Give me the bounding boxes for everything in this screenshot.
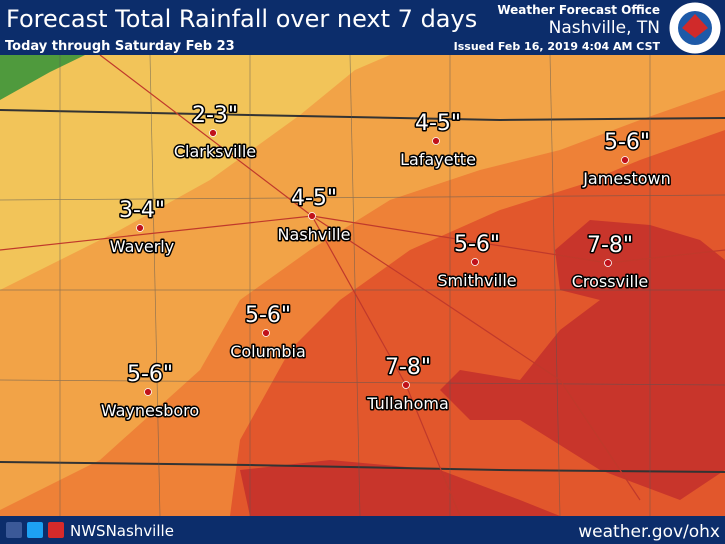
city-dot bbox=[136, 224, 144, 232]
county-line bbox=[0, 379, 725, 386]
rain-amount: 2-3" bbox=[192, 103, 238, 128]
rain-amount: 7-8" bbox=[587, 233, 633, 258]
city-name: Waverly bbox=[110, 237, 174, 256]
city-name: Smithville bbox=[437, 271, 516, 290]
twitter-icon[interactable] bbox=[27, 522, 43, 538]
rain-amount: 7-8" bbox=[385, 355, 431, 380]
social-handle[interactable]: NWSNashville bbox=[70, 522, 174, 540]
rain-amount: 5-6" bbox=[454, 232, 500, 257]
website[interactable]: weather.gov/ohx bbox=[578, 522, 720, 542]
state-border bbox=[0, 109, 725, 122]
city-dot bbox=[432, 137, 440, 145]
rain-amount: 5-6" bbox=[245, 303, 291, 328]
subtitle-bar bbox=[0, 36, 725, 55]
city-dot bbox=[621, 156, 629, 164]
city-name: Nashville bbox=[278, 225, 351, 244]
city-dot bbox=[308, 212, 316, 220]
city-name: Crossville bbox=[572, 272, 649, 291]
location: Nashville, TN bbox=[549, 18, 660, 38]
rain-amount: 3-4" bbox=[119, 198, 165, 223]
nws-logo-bird bbox=[682, 14, 708, 38]
county-line bbox=[549, 54, 561, 517]
county-line bbox=[149, 54, 161, 517]
city-dot bbox=[402, 381, 410, 389]
rain-amount: 5-6" bbox=[127, 362, 173, 387]
office: Weather Forecast Office bbox=[497, 3, 660, 17]
rain-amount: 5-6" bbox=[604, 130, 650, 155]
header-bar bbox=[0, 0, 725, 36]
rain-amount: 4-5" bbox=[291, 186, 337, 211]
city-dot bbox=[604, 259, 612, 267]
city-name: Clarksville bbox=[174, 142, 256, 161]
title: Forecast Total Rainfall over next 7 days bbox=[6, 5, 477, 33]
city-name: Columbia bbox=[230, 342, 306, 361]
footer-bar bbox=[0, 516, 725, 544]
county-line bbox=[0, 194, 725, 201]
facebook-icon[interactable] bbox=[6, 522, 22, 538]
green-zone bbox=[0, 55, 85, 100]
city-dot bbox=[471, 258, 479, 266]
city-name: Lafayette bbox=[400, 150, 476, 169]
city-name: Jamestown bbox=[582, 169, 671, 188]
city-dot bbox=[144, 388, 152, 396]
road bbox=[99, 54, 641, 501]
cities: 2-3" Clarksville 4-5" Lafayette 5-6" Jamestow… bbox=[99, 102, 672, 422]
city-dot bbox=[262, 329, 270, 337]
rain-amount: 4-5" bbox=[415, 111, 461, 136]
subtitle: Today through Saturday Feb 23 bbox=[5, 39, 235, 54]
city-name: Tullahoma bbox=[366, 394, 449, 413]
state-border bbox=[0, 461, 725, 473]
county-line bbox=[349, 54, 361, 517]
issued: Issued Feb 16, 2019 4:04 AM CST bbox=[454, 40, 661, 53]
dark-red-zone bbox=[240, 460, 560, 516]
city-name: Waynesboro bbox=[101, 401, 199, 420]
city-dot bbox=[209, 129, 217, 137]
youtube-icon[interactable] bbox=[48, 522, 64, 538]
road bbox=[0, 215, 725, 264]
